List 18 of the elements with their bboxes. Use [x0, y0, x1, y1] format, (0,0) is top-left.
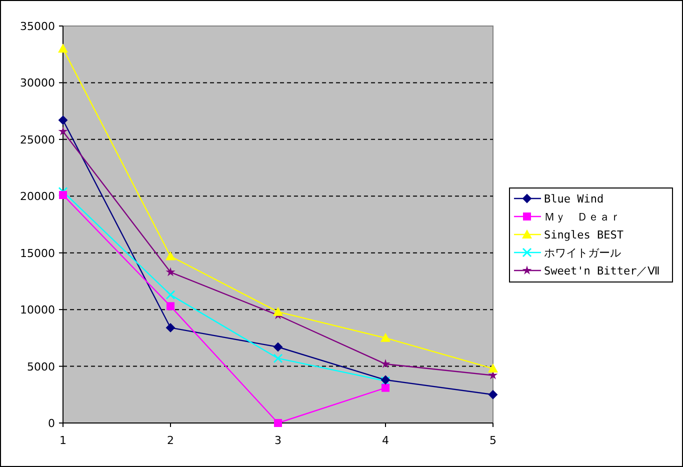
y-tick-label: 10000: [20, 304, 55, 317]
x-tick-label: 4: [382, 434, 389, 447]
y-tick-label: 15000: [20, 246, 55, 260]
x-tick-label: 5: [490, 434, 496, 447]
legend-label: ホワイトガール: [544, 246, 621, 260]
legend-label: Sweet'n Bitter／Ⅶ: [544, 264, 660, 278]
y-tick-label: 25000: [20, 133, 55, 146]
x-tick-label: 3: [274, 434, 282, 447]
y-tick-label: 0: [48, 417, 55, 430]
y-tick-label: 30000: [20, 76, 55, 90]
legend-label: Blue Wind: [544, 192, 604, 206]
y-tick-label: 35000: [20, 20, 55, 33]
x-tick-label: 2: [167, 434, 174, 447]
legend-label: Ｍｙ Ｄｅａｒ: [544, 210, 621, 224]
legend-label: Singles BEST: [544, 228, 624, 242]
y-tick-label: 20000: [20, 190, 55, 204]
x-tick-label: 1: [60, 434, 66, 447]
y-tick-label: 5000: [27, 360, 55, 374]
